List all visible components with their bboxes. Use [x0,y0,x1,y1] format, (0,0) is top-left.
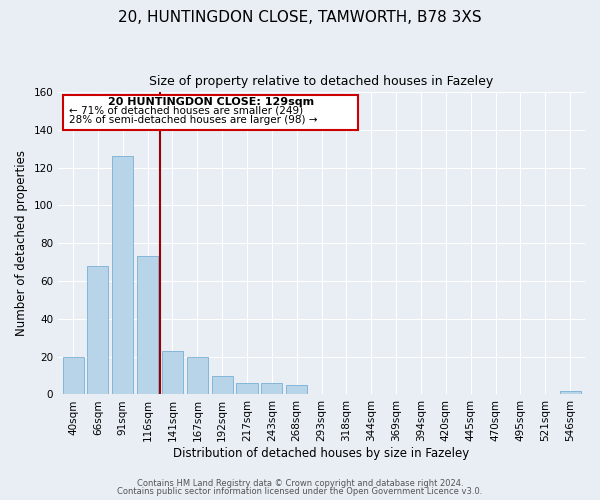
Text: ← 71% of detached houses are smaller (249): ← 71% of detached houses are smaller (24… [69,106,303,116]
Text: Contains HM Land Registry data © Crown copyright and database right 2024.: Contains HM Land Registry data © Crown c… [137,478,463,488]
X-axis label: Distribution of detached houses by size in Fazeley: Distribution of detached houses by size … [173,447,470,460]
Bar [137,256,158,394]
Bar [162,351,183,395]
Y-axis label: Number of detached properties: Number of detached properties [15,150,28,336]
Bar [560,390,581,394]
Bar [286,385,307,394]
Text: 20 HUNTINGDON CLOSE: 129sqm: 20 HUNTINGDON CLOSE: 129sqm [108,98,314,108]
Bar [88,266,109,394]
Bar [112,156,133,394]
Bar [212,376,233,394]
Title: Size of property relative to detached houses in Fazeley: Size of property relative to detached ho… [149,75,494,88]
Text: 20, HUNTINGDON CLOSE, TAMWORTH, B78 3XS: 20, HUNTINGDON CLOSE, TAMWORTH, B78 3XS [118,10,482,25]
FancyBboxPatch shape [64,95,358,130]
Bar [62,356,83,395]
Bar [236,383,257,394]
Bar [187,356,208,395]
Bar [262,383,283,394]
Text: 28% of semi-detached houses are larger (98) →: 28% of semi-detached houses are larger (… [69,114,317,124]
Text: Contains public sector information licensed under the Open Government Licence v3: Contains public sector information licen… [118,487,482,496]
